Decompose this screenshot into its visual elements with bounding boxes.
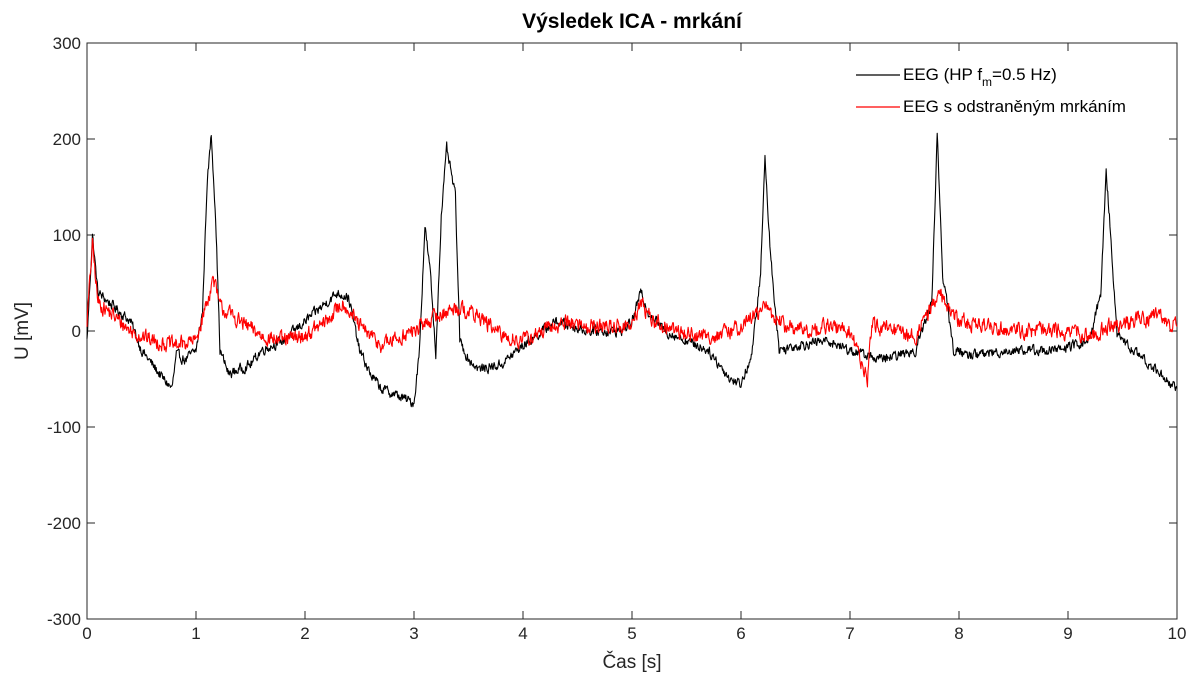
legend-label-eeg-suffix: =0.5 Hz) <box>992 65 1057 84</box>
y-tick-label: 0 <box>72 322 81 341</box>
legend-label-cleaned: EEG s odstraněným mrkáním <box>903 97 1126 116</box>
y-tick-label: -300 <box>47 610 81 629</box>
y-tick-label: -100 <box>47 418 81 437</box>
y-tick-label: 100 <box>53 226 81 245</box>
legend-label-eeg-prefix: EEG (HP f <box>903 65 982 84</box>
x-tick-label: 6 <box>736 624 745 643</box>
x-axis: 0 1 2 3 4 5 6 7 8 9 10 <box>82 43 1186 643</box>
legend-label-eeg: EEG (HP fm=0.5 Hz) <box>903 65 1057 89</box>
legend: EEG (HP fm=0.5 Hz) EEG s odstraněným mrk… <box>856 65 1126 116</box>
series-line-cleaned <box>86 237 1178 388</box>
x-tick-label: 3 <box>409 624 418 643</box>
x-axis-label: Čas [s] <box>602 651 661 673</box>
y-axis: -300 -200 -100 0 100 200 300 <box>47 34 1177 629</box>
x-tick-label: 5 <box>627 624 636 643</box>
legend-label-eeg-subscript: m <box>982 75 992 89</box>
x-tick-label: 4 <box>518 624 527 643</box>
x-tick-label: 10 <box>1168 624 1187 643</box>
y-tick-label: 200 <box>53 130 81 149</box>
chart-title: Výsledek ICA - mrkání <box>522 10 743 33</box>
y-tick-label: 300 <box>53 34 81 53</box>
x-tick-label: 9 <box>1063 624 1072 643</box>
y-tick-label: -200 <box>47 514 81 533</box>
series-layer <box>86 132 1178 408</box>
plot-area <box>86 42 1178 620</box>
x-tick-label: 7 <box>845 624 854 643</box>
x-tick-label: 1 <box>191 624 200 643</box>
x-tick-label: 8 <box>954 624 963 643</box>
x-tick-label: 0 <box>82 624 91 643</box>
x-tick-label: 2 <box>300 624 309 643</box>
y-axis-label: U [mV] <box>12 302 33 360</box>
